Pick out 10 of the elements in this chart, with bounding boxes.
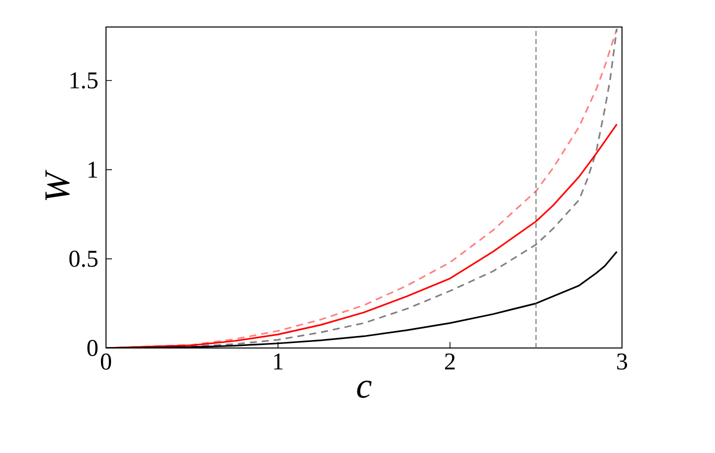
y-tick-label: 1 [88,162,98,178]
x-tick-label: 2 [445,354,455,370]
x-tick-label: 3 [617,354,628,370]
x-tick-label: 1 [274,354,283,370]
x-axis-title: c [357,380,372,398]
x-tick-label: 0 [100,354,112,370]
y-tick-label: 1.5 [70,72,98,89]
y-tick-label: 0.5 [69,250,98,267]
y-tick-label: 0 [87,340,98,356]
y-axis-title: W [45,170,70,200]
